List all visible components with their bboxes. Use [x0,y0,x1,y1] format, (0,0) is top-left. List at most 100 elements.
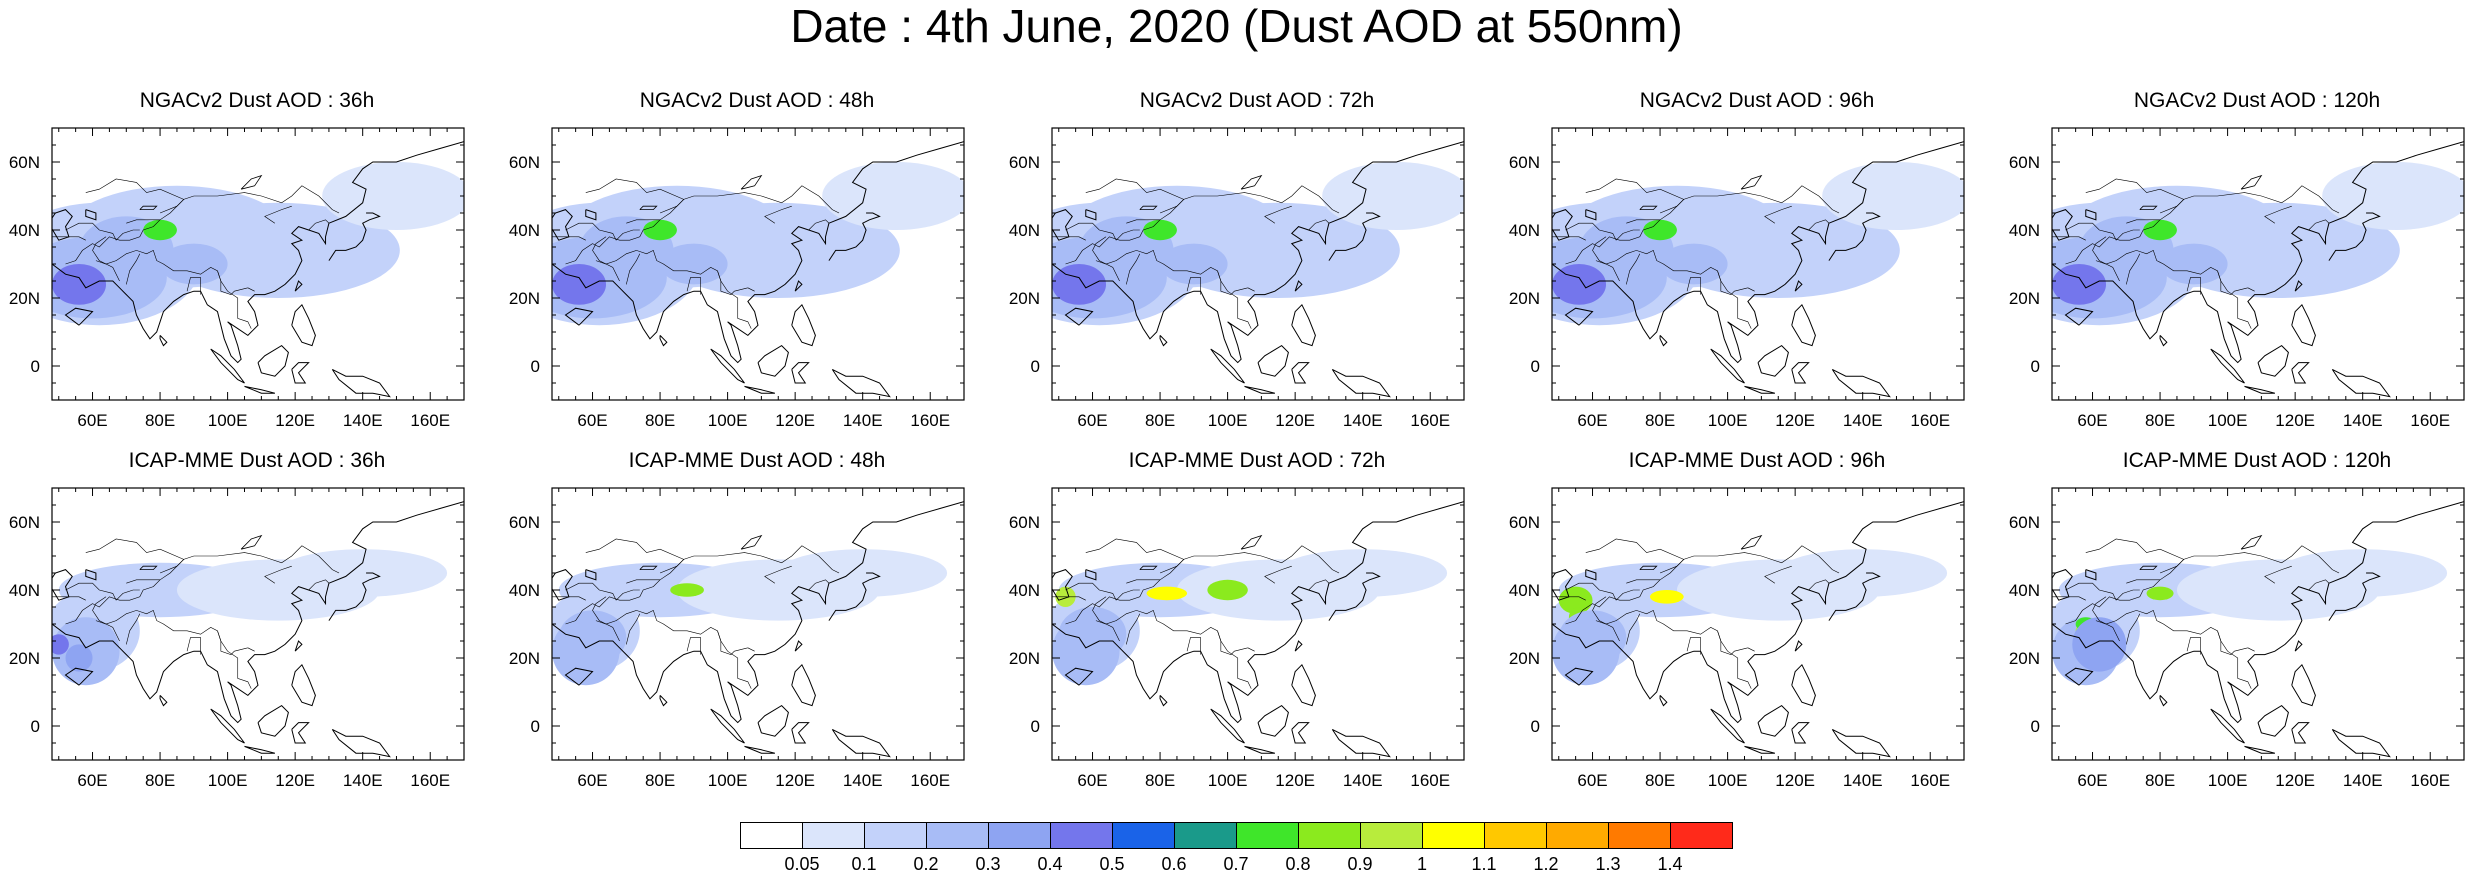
country-border [52,236,86,241]
lon-tick-label: 160E [910,771,950,790]
colorbar-label: 1.2 [1533,854,1559,874]
country-border [1808,219,1830,231]
colorbar-swatch [1670,822,1733,849]
panel-title: ICAP-MME Dust AOD : 72h [1128,449,1386,472]
lon-tick-label: 140E [843,771,883,790]
lat-tick-label: 0 [531,717,540,736]
country-border [1764,565,1792,584]
lon-tick-label: 80E [145,411,175,430]
map-plot: 60E 80E 100E 120E 140E 160E 60N 40N 20N 0 [1509,487,1965,790]
lon-tick-label: 60E [2077,771,2107,790]
country-border [1126,253,1141,285]
panel-title: ICAP-MME Dust AOD : 96h [1628,449,1886,472]
lat-tick-label: 20N [9,289,40,308]
coastline [1552,209,1573,241]
coastline [2244,385,2276,394]
coastline [791,362,810,384]
dust-aod-field [2278,549,2448,597]
coastline [257,704,289,737]
panel-title: ICAP-MME Dust AOD : 48h [628,449,886,472]
country-border [2217,630,2252,689]
coastline [1791,663,1816,707]
country-border [1585,178,1684,200]
colorbar-label: 1.1 [1471,854,1497,874]
lake-outline [139,205,158,210]
lon-tick-label: 120E [1275,411,1315,430]
coastline [1757,704,1789,737]
coastline [2331,728,2391,758]
country-border [1565,222,1617,241]
lon-tick-label: 120E [1775,771,1815,790]
dust-aod-field [160,243,228,285]
panel-title: NGACv2 Dust AOD : 120h [2133,89,2381,112]
lat-tick-label: 0 [2031,357,2040,376]
country-border [1308,579,1330,591]
coastline [294,640,303,652]
lat-tick-label: 40N [2009,221,2040,240]
lat-tick-label: 0 [1531,717,1540,736]
lake-outline [1240,534,1263,550]
coastline [1828,572,1881,621]
country-border [1126,613,1141,645]
lon-tick-label: 100E [1708,771,1748,790]
coastline [564,667,594,686]
coastline [1052,141,1464,364]
colorbar: 0.05 0.1 0.2 0.3 0.4 0.5 0.6 0.7 0.8 0.9 1 1.1 1.2 1.… [740,822,1733,874]
dust-aod-field [670,583,704,597]
country-border [1764,205,1792,224]
coastline [2064,667,2094,686]
dust-aod-field [52,634,69,655]
country-border [1085,178,1184,200]
map-plot: 60E 80E 100E 120E 140E 160E 60N 40N 20N 0 [1009,487,1465,790]
colorbar-swatch [1050,822,1113,849]
colorbar-label: 0.5 [1099,854,1125,874]
country-border [1615,589,1640,601]
map-panel: NGACv2 Dust AOD : 48h 60E 80E 100E 120E 140E 1… [509,88,965,448]
country-border [1626,219,1661,224]
lon-tick-label: 160E [1910,771,1950,790]
lake-outline [2240,174,2263,190]
country-border [1217,270,1252,329]
dust-aod-field [1778,549,1948,597]
lon-tick-label: 160E [910,411,950,430]
country-border [264,565,292,584]
country-border [217,270,252,329]
coastline [1564,667,1594,686]
dust-aod-field [778,549,948,597]
lon-tick-label: 80E [2145,411,2175,430]
coastline [1291,362,1310,384]
country-border [247,287,255,292]
lake-outline [240,534,263,550]
coastline [794,280,803,292]
country-border [159,559,184,574]
country-border [1659,199,1684,214]
colorbar-swatch [1236,822,1299,849]
lat-tick-label: 20N [1509,289,1540,308]
coastline [1791,362,1810,384]
country-border [1126,219,1161,224]
coastline [52,569,73,601]
coastline [1244,745,1276,754]
colorbar-swatch [1608,822,1671,849]
country-border [1592,545,1840,608]
country-border [1626,613,1641,645]
country-border [2247,287,2255,292]
dust-aod-field [1146,586,1188,601]
coastline [85,209,97,221]
country-border [247,647,255,652]
coastline [831,368,891,398]
coastline [331,368,391,398]
coastline [828,572,881,621]
coastline [328,572,381,621]
country-border [717,270,752,329]
coastline [2210,708,2245,744]
coastline [1294,280,1303,292]
country-border [565,603,593,625]
lat-tick-label: 60N [1009,153,1040,172]
country-border [2052,236,2086,241]
country-border [1592,596,1620,642]
coastline [1659,695,1668,707]
country-border [592,596,620,642]
coastline [1710,348,1745,384]
map-panel: ICAP-MME Dust AOD : 36h 60E 80E 100E 120E 140… [9,448,465,808]
